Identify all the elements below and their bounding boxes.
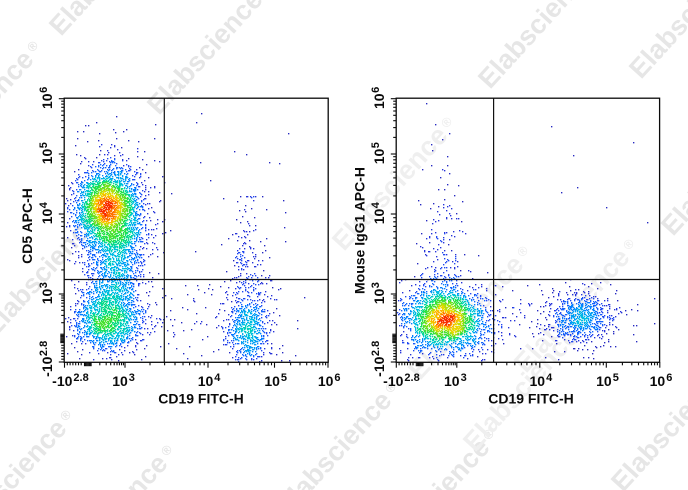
svg-text:6: 6 (38, 87, 50, 93)
svg-text:CD19 FITC-H: CD19 FITC-H (158, 391, 244, 407)
svg-text:10: 10 (371, 288, 387, 304)
svg-text:-10: -10 (52, 373, 72, 389)
svg-text:5: 5 (370, 142, 382, 148)
svg-text:2.8: 2.8 (73, 372, 88, 384)
svg-text:-10: -10 (383, 373, 403, 389)
svg-text:2.8: 2.8 (38, 341, 50, 356)
svg-text:10: 10 (596, 373, 612, 389)
svg-text:10: 10 (318, 373, 334, 389)
svg-text:10: 10 (650, 373, 666, 389)
svg-text:2.8: 2.8 (404, 372, 419, 384)
svg-text:4: 4 (38, 201, 50, 208)
svg-text:3: 3 (38, 282, 50, 288)
svg-text:5: 5 (281, 372, 287, 384)
svg-text:10: 10 (39, 288, 55, 304)
svg-text:3: 3 (129, 372, 135, 384)
svg-text:5: 5 (613, 372, 619, 384)
svg-text:10: 10 (39, 93, 55, 109)
svg-text:2.8: 2.8 (370, 341, 382, 356)
svg-text:10: 10 (371, 93, 387, 109)
svg-text:6: 6 (370, 87, 382, 93)
svg-text:CD5 APC-H: CD5 APC-H (19, 188, 35, 264)
svg-text:10: 10 (39, 208, 55, 224)
svg-text:Mouse IgG1 APC-H: Mouse IgG1 APC-H (351, 167, 367, 294)
svg-text:5: 5 (38, 142, 50, 148)
svg-text:10: 10 (264, 373, 280, 389)
svg-text:-10: -10 (39, 356, 55, 376)
svg-text:10: 10 (112, 373, 128, 389)
svg-text:10: 10 (371, 208, 387, 224)
svg-text:10: 10 (444, 373, 460, 389)
svg-text:10: 10 (198, 373, 214, 389)
svg-text:6: 6 (334, 372, 340, 384)
svg-text:CD19 FITC-H: CD19 FITC-H (488, 391, 574, 407)
svg-text:4: 4 (546, 372, 553, 384)
svg-text:6: 6 (666, 372, 672, 384)
svg-text:4: 4 (370, 201, 382, 208)
svg-text:10: 10 (39, 148, 55, 164)
svg-text:-10: -10 (371, 356, 387, 376)
svg-text:3: 3 (461, 372, 467, 384)
svg-text:4: 4 (214, 372, 221, 384)
svg-text:10: 10 (371, 148, 387, 164)
svg-text:10: 10 (530, 373, 546, 389)
svg-text:3: 3 (370, 282, 382, 288)
